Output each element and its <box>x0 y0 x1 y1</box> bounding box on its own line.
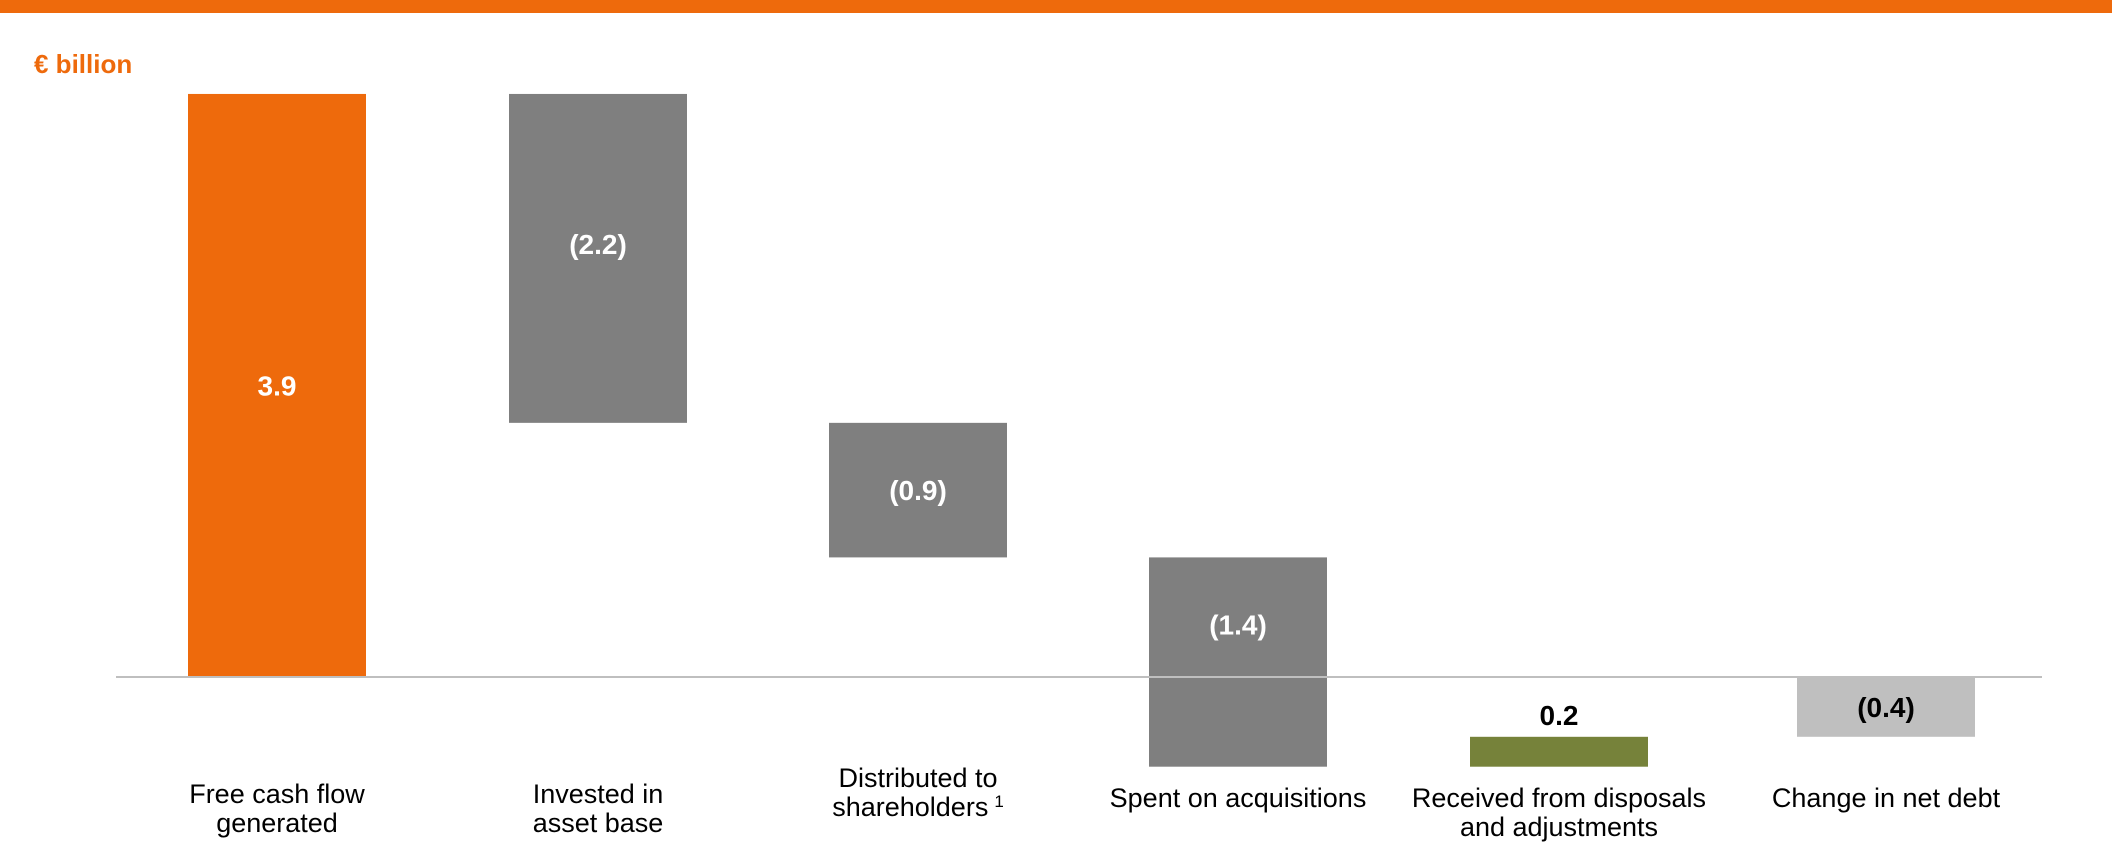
category-label-5: Received from disposals and adjustments <box>1412 783 1706 842</box>
header-band <box>0 0 2112 13</box>
category-label-6: Change in net debt <box>1772 783 2001 813</box>
value-label-3: (0.9) <box>889 475 947 506</box>
category-label-4: Spent on acquisitions <box>1110 783 1367 813</box>
value-label-2: (2.2) <box>569 229 627 260</box>
category-label-1: Free cash flow generated <box>189 779 365 838</box>
bar-4 <box>1149 557 1327 767</box>
category-label-3: Distributed to shareholders 1 <box>832 763 1004 822</box>
bar-3 <box>829 422 1007 558</box>
bar-5 <box>1470 736 1648 767</box>
bar-6 <box>1797 677 1975 737</box>
bar-2 <box>509 93 687 423</box>
value-label-4: (1.4) <box>1209 609 1267 640</box>
unit-label: € billion <box>34 49 133 79</box>
value-label-1: 3.9 <box>258 370 297 401</box>
bar-1 <box>188 93 366 677</box>
category-label-2: Invested in asset base <box>533 779 664 838</box>
value-label-5: 0.2 <box>1540 700 1579 731</box>
value-label-6: (0.4) <box>1857 692 1915 723</box>
